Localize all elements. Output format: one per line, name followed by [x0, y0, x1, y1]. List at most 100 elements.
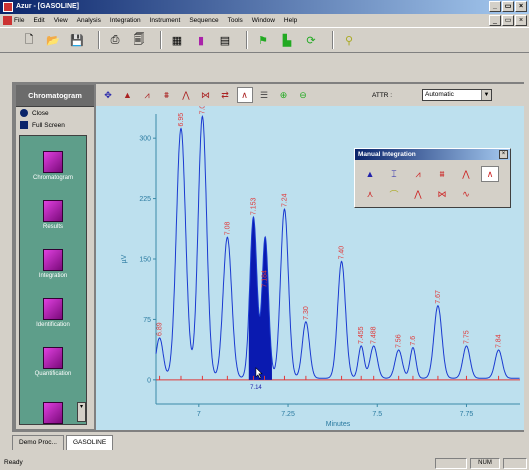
manual-integration-icon[interactable]: ∧ — [236, 87, 253, 103]
menu-file[interactable]: File — [14, 17, 25, 24]
move-icon[interactable]: ⇄ — [221, 89, 229, 100]
peak-label: 7.84 — [496, 334, 503, 348]
menu-help[interactable]: Help — [283, 17, 298, 24]
peak-label: 7.75 — [463, 330, 470, 344]
palette-front-icon[interactable]: ⋀ — [414, 188, 422, 199]
chromatogram-window: ✥ ▲ ⩘ ⩩ ⋀ ⋈ ⇄ ∧ ☰ ⊕ ⊖ ATTR : Automatic ▼… — [96, 84, 524, 430]
palette-reset-icon[interactable]: ∿ — [462, 188, 470, 199]
calibration-icon — [43, 402, 63, 424]
nav-item-chromatogram[interactable]: Chromatogram — [20, 136, 86, 185]
attr-label: ATTR : — [372, 92, 393, 99]
table-icon[interactable]: ▦ — [171, 34, 183, 47]
y-tick-label: 300 — [139, 136, 151, 143]
acquire-icon[interactable]: ⚑ — [258, 34, 268, 47]
valley-icon[interactable]: ⋀ — [182, 89, 190, 100]
peak-label: 7.67 — [435, 290, 442, 304]
mdi-restore-button[interactable]: ▭ — [502, 15, 514, 26]
new-icon[interactable]: 🗋 — [24, 33, 34, 46]
attr-select[interactable]: Automatic ▼ — [422, 89, 492, 101]
restore-button[interactable]: ▭ — [502, 1, 514, 12]
quantification-icon — [43, 347, 63, 369]
tab-demo-proc[interactable]: Demo Proc... — [12, 435, 64, 450]
report-icon[interactable]: ▤ — [219, 34, 231, 47]
y-tick-label: 225 — [139, 196, 151, 203]
crosshair-icon[interactable]: ✥ — [104, 89, 112, 100]
palette-valley-icon[interactable]: ⋀ — [462, 168, 470, 179]
menu-instrument[interactable]: Instrument — [149, 17, 181, 24]
status-panel-num: NUM — [470, 458, 500, 469]
integrated-peak-area — [248, 217, 272, 380]
nav-close-button[interactable]: Close — [16, 107, 94, 119]
nav-fullscreen-label: Full Screen — [32, 121, 65, 129]
nav-item-more[interactable] — [20, 381, 86, 430]
peak-label: 7.6 — [410, 336, 417, 346]
palette-skim-icon[interactable]: ⌒ — [389, 189, 399, 200]
nav-item-integration[interactable]: Integration — [20, 234, 86, 283]
nav-item-results[interactable]: Results — [20, 185, 86, 234]
menu-analysis[interactable]: Analysis — [76, 17, 101, 24]
refresh-icon[interactable]: ⟳ — [306, 34, 316, 47]
table-view-icon[interactable]: ☰ — [259, 89, 269, 100]
peak-label: 6.89 — [157, 322, 164, 336]
document-icon[interactable] — [3, 16, 12, 25]
close-circle-icon — [20, 109, 28, 117]
palette-close-button[interactable]: × — [499, 150, 508, 159]
zoom-in-icon[interactable]: ⊕ — [279, 89, 288, 100]
y-tick-label: 0 — [147, 377, 151, 384]
palette-split-icon[interactable]: ⌶ — [391, 168, 397, 179]
palette-title: Manual Integration — [355, 149, 510, 160]
minimize-button[interactable]: _ — [489, 1, 501, 12]
nav-item-identification[interactable]: Identification — [20, 283, 86, 332]
nav-item-label: Quantification — [34, 371, 72, 377]
nav-fullscreen-button[interactable]: Full Screen — [16, 119, 94, 131]
nav-scroll-down-button[interactable]: ▾ — [77, 402, 86, 422]
chevron-down-icon[interactable]: ▼ — [481, 90, 491, 100]
peak-label: 7.08 — [224, 222, 231, 236]
menu-integration[interactable]: Integration — [109, 17, 141, 24]
help-icon[interactable]: ⚲ — [344, 34, 354, 47]
zoom-out-icon[interactable]: ⊖ — [299, 89, 307, 100]
status-text: Ready — [4, 459, 23, 466]
method-icon[interactable]: ▮ — [197, 34, 205, 47]
menu-view[interactable]: View — [53, 17, 68, 24]
status-panel-end — [503, 458, 527, 469]
menu-sequence[interactable]: Sequence — [189, 17, 219, 24]
palette-peak-icon[interactable]: ▲ — [365, 169, 375, 179]
print-preview-icon[interactable]: 🗐 — [133, 33, 145, 46]
window-title: Azur - [GASOLINE] — [16, 3, 79, 10]
x-axis-label: Minutes — [326, 421, 351, 428]
x-tick-label: 7.25 — [281, 411, 295, 418]
peak-label: 7.40 — [339, 246, 346, 260]
menu-bar: File Edit View Analysis Integration Inst… — [0, 14, 529, 27]
nav-close-label: Close — [32, 109, 49, 117]
skim-icon[interactable]: ⋈ — [201, 89, 210, 100]
menu-edit[interactable]: Edit — [33, 17, 45, 24]
palette-drop-icon[interactable]: ⩩ — [439, 168, 445, 179]
palette-tangent-icon[interactable]: ⋏ — [366, 188, 374, 199]
palette-baseline-icon[interactable]: ⩘ — [415, 168, 421, 179]
close-button[interactable]: × — [515, 1, 527, 12]
mdi-close-button[interactable]: × — [515, 15, 527, 26]
menu-window[interactable]: Window — [251, 17, 275, 24]
menu-tools[interactable]: Tools — [227, 17, 243, 24]
mdi-minimize-button[interactable]: _ — [489, 15, 501, 26]
main-toolbar: 🗋 📂 💾 ⎙ 🗐 ▦ ▮ ▤ ⚑ ▙ ⟳ ⚲ — [0, 27, 529, 53]
palette-merge-icon[interactable]: ⋈ — [437, 188, 447, 199]
baseline-icon[interactable]: ⩘ — [144, 89, 150, 100]
tab-gasoline[interactable]: GASOLINE — [65, 435, 114, 450]
save-icon[interactable]: 💾 — [70, 34, 84, 47]
split-icon[interactable]: ⩩ — [164, 89, 169, 100]
open-icon[interactable]: 📂 — [46, 34, 60, 47]
peak-label: 7.153 — [250, 197, 257, 215]
nav-item-label: Identification — [36, 322, 70, 328]
peak-label: 7.24 — [281, 193, 288, 207]
palette-manual-icon[interactable]: ∧ — [481, 166, 499, 182]
print-icon[interactable]: ⎙ — [110, 33, 120, 46]
identification-icon — [43, 298, 63, 320]
title-bar: Azur - [GASOLINE] _ ▭ × — [0, 0, 529, 14]
navigation-panel: Chromatogram Close Full Screen Chromatog… — [15, 84, 95, 430]
x-tick-label: 7.5 — [372, 411, 382, 418]
peak-icon[interactable]: ▲ — [123, 90, 132, 100]
nav-item-quantification[interactable]: Quantification — [20, 332, 86, 381]
sequence-icon[interactable]: ▙ — [282, 34, 292, 47]
